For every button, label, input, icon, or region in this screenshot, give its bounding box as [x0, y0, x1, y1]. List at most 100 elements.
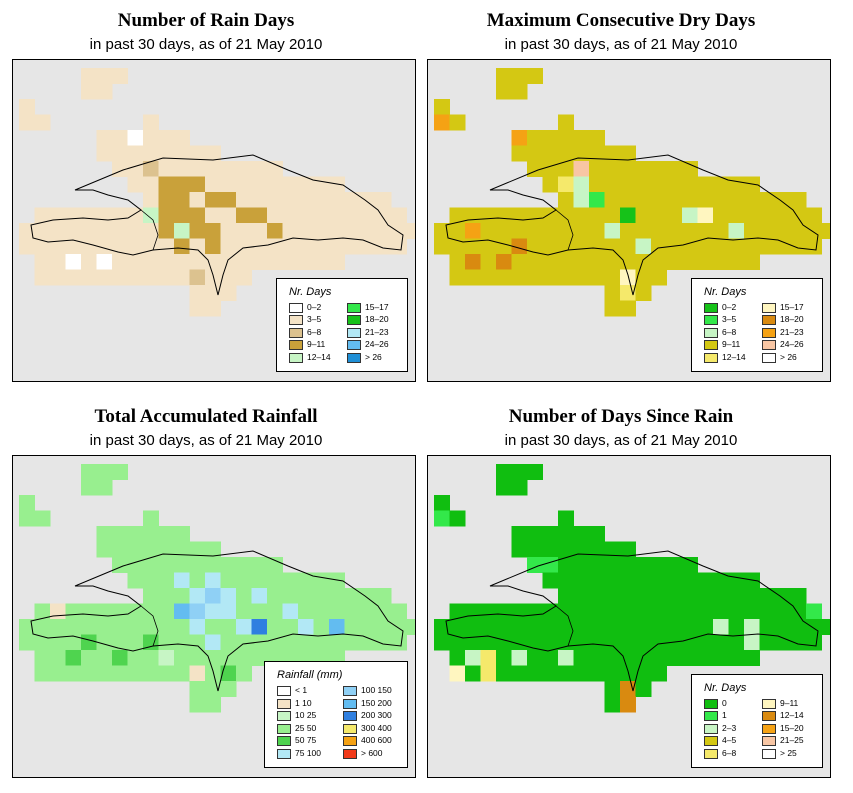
grid-cell — [511, 541, 528, 558]
grid-cell — [127, 269, 144, 286]
grid-cell — [251, 254, 268, 270]
grid-cell — [112, 665, 128, 682]
grid-cell — [329, 223, 345, 239]
legend-label: 50 75 — [295, 735, 317, 745]
grid-cell — [759, 207, 776, 224]
grid-cell — [666, 619, 683, 635]
grid-cell — [682, 238, 698, 255]
legend-label: 3–5 — [307, 314, 322, 324]
grid-cell — [651, 572, 667, 589]
legend-label: 25 50 — [295, 722, 317, 733]
grid-cell — [434, 495, 450, 511]
grid-cell — [158, 207, 175, 224]
legend-swatch — [762, 302, 776, 313]
grid-cell — [558, 510, 574, 527]
grid-cell — [790, 634, 807, 651]
legend-swatch — [704, 327, 718, 338]
panel-title: Maximum Consecutive Dry Days — [486, 10, 756, 31]
grid-cell — [697, 223, 714, 239]
grid-cell — [589, 572, 605, 589]
grid-cell — [542, 161, 559, 177]
grid-cell — [205, 541, 221, 558]
grid-cell — [143, 130, 159, 146]
grid-cell — [666, 223, 683, 239]
grid-cell — [759, 619, 776, 635]
grid-cell — [143, 665, 159, 682]
grid-cell — [604, 176, 621, 193]
grid-cell — [236, 192, 252, 208]
grid-cell — [558, 650, 574, 666]
panel-subtitle: in past 30 days, as of 21 May 2010 — [89, 432, 323, 449]
grid-cell — [604, 681, 621, 697]
grid-cell — [527, 665, 543, 682]
grid-cell — [620, 207, 636, 224]
grid-cell — [511, 238, 528, 255]
grid-cell — [635, 161, 652, 177]
grid-cell — [267, 588, 283, 604]
grid-cell — [143, 192, 159, 208]
grid-cell — [527, 207, 543, 224]
grid-cell — [189, 603, 206, 620]
grid-cell — [527, 130, 543, 146]
grid-cell — [282, 192, 299, 208]
grid-cell — [527, 526, 543, 542]
grid-cell — [267, 192, 283, 208]
grid-cell — [573, 541, 590, 558]
grid-cell — [174, 572, 190, 589]
grid-cell — [728, 572, 745, 589]
grid-cell — [112, 238, 128, 255]
legend-label: < 1 — [295, 685, 308, 695]
grid-cell — [744, 207, 760, 224]
grid-cell — [189, 541, 206, 558]
grid-cell — [50, 269, 66, 286]
grid-cell — [620, 300, 636, 317]
grid-cell — [542, 665, 559, 682]
grid-cell — [50, 207, 66, 224]
grid-cell — [775, 207, 791, 224]
grid-cell — [282, 634, 299, 651]
grid-cell — [313, 619, 330, 635]
grid-cell — [143, 572, 159, 589]
grid-cell — [573, 161, 590, 177]
legend-label: 21–25 — [780, 735, 804, 745]
grid-cell — [19, 114, 35, 131]
grid-cell — [558, 557, 574, 573]
grid-cell — [465, 223, 481, 239]
legend-label: 0–2 — [307, 301, 322, 312]
grid-cell — [34, 223, 51, 239]
grid-cell — [728, 176, 745, 193]
grid-cell — [143, 557, 159, 573]
grid-cell — [558, 176, 574, 193]
grid-cell — [112, 619, 128, 635]
grid-cell — [313, 192, 330, 208]
grid-cell — [267, 619, 283, 635]
grid-cell — [589, 223, 605, 239]
grid-cell — [344, 238, 361, 255]
grid-cell — [449, 223, 466, 239]
grid-cell — [806, 603, 822, 620]
grid-cell — [127, 557, 144, 573]
grid-cell — [267, 223, 283, 239]
panel-title: Total Accumulated Rainfall — [94, 406, 318, 427]
grid-cell — [236, 650, 252, 666]
grid-cell — [329, 192, 345, 208]
grid-cell — [604, 161, 621, 177]
grid-cell — [220, 161, 237, 177]
legend-swatch — [704, 711, 718, 721]
legend-label: 21–23 — [365, 326, 389, 337]
grid-cell — [465, 254, 481, 270]
grid-cell — [589, 254, 605, 270]
grid-cell — [360, 238, 376, 255]
grid-cell — [589, 665, 605, 682]
grid-cell — [589, 619, 605, 635]
grid-cell — [511, 207, 528, 224]
grid-cell — [542, 526, 559, 542]
grid-cell — [158, 269, 175, 286]
grid-cell — [189, 588, 206, 604]
grid-cell — [96, 223, 113, 239]
legend-label: 6–8 — [307, 326, 322, 337]
grid-cell — [313, 572, 330, 589]
grid-cell — [651, 223, 667, 239]
legend-label: > 26 — [365, 351, 382, 362]
grid-cell — [205, 207, 221, 224]
